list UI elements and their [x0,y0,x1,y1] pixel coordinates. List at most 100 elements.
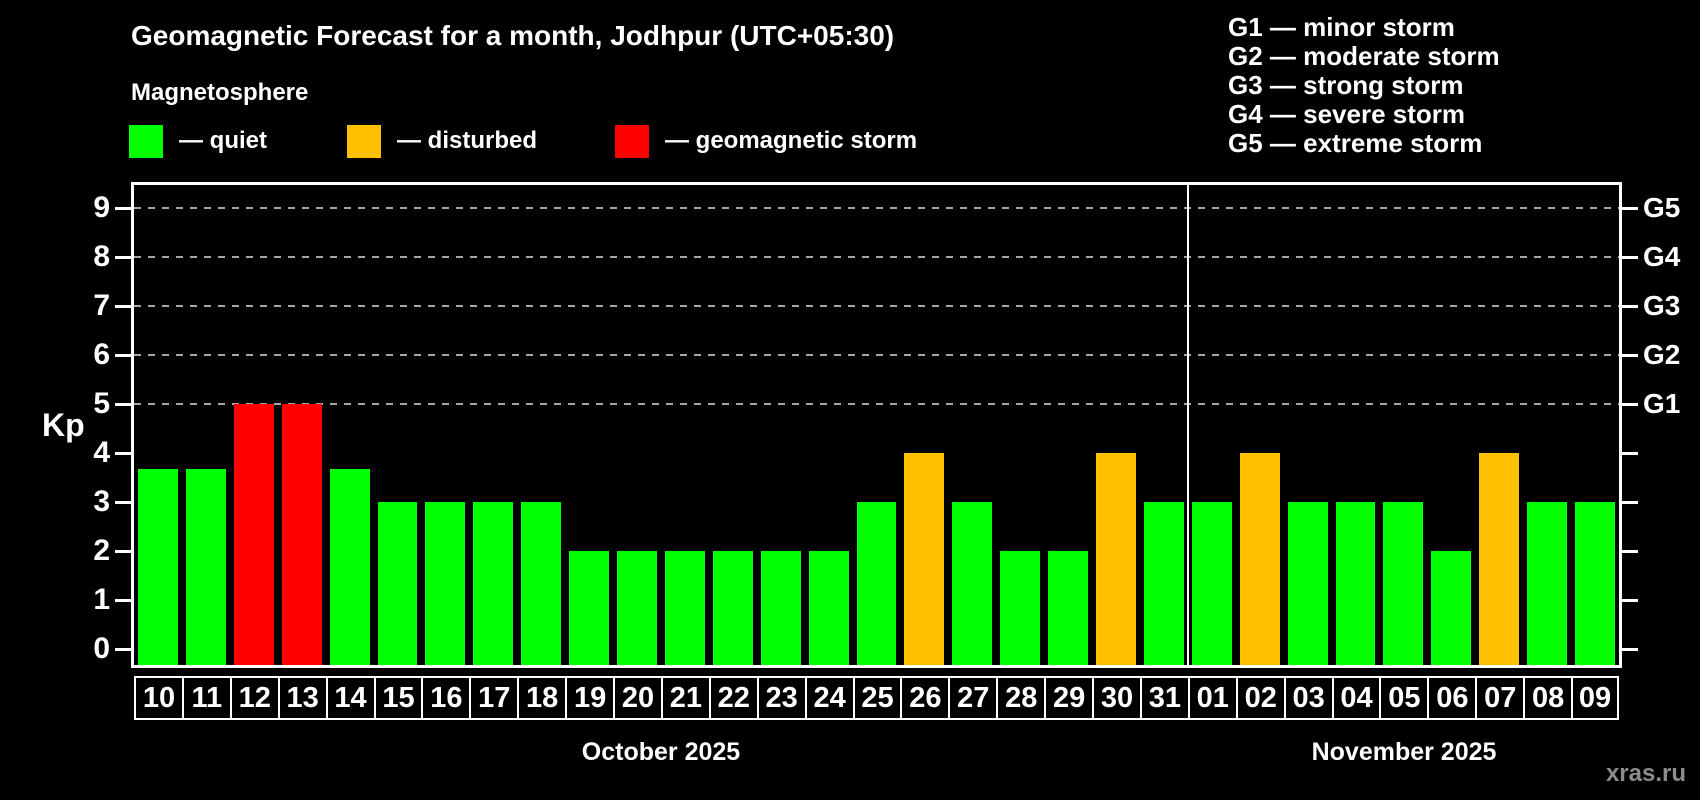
day-label-box: 06 [1427,676,1478,720]
y-tick-label: 9 [93,191,110,224]
day-label-box: 10 [134,676,184,720]
y-tick-right [1622,549,1638,553]
kp-bar-day-22 [712,551,753,665]
chart-subtitle: Magnetosphere [131,79,309,106]
day-label-box: 30 [1092,676,1142,720]
kp-bar-day-01 [1191,502,1232,665]
kp-bar-day-17 [473,502,514,665]
y-tick-left [115,549,131,553]
y-tick-left [115,353,131,357]
y-tick-label: 8 [93,240,110,273]
g-axis-label-g4: G4 [1643,241,1681,272]
y-tick-right [1622,451,1638,455]
day-label-box: 21 [660,676,711,720]
y-tick-left [115,304,131,308]
y-tick-left [115,402,131,406]
day-label-box: 15 [373,676,424,720]
kp-bar-day-03 [1287,502,1328,665]
kp-bar-day-05 [1383,502,1424,665]
day-label-box: 27 [948,676,999,720]
y-tick-label: 7 [93,289,110,322]
kp-bar-day-18 [521,502,562,665]
g-scale-legend: G1 — minor storm G2 — moderate storm G3 … [1228,13,1500,158]
g-scale-legend-item: G1 — minor storm [1228,12,1455,42]
kp-bar-day-26 [904,453,945,665]
gridline-kp7 [134,305,1619,307]
day-label-box: 01 [1187,676,1238,720]
kp-bar-day-14 [329,469,370,665]
y-tick-right [1622,500,1638,504]
day-label-box: 14 [325,676,376,720]
g-axis-label-g3: G3 [1643,290,1681,321]
month-divider-line [1186,185,1189,665]
kp-bar-day-30 [1096,453,1136,665]
y-tick-left [115,647,131,651]
disturbed-swatch-icon [347,124,381,158]
y-tick-label: 4 [93,436,110,469]
kp-bar-day-07 [1479,453,1520,665]
y-tick-left [115,206,131,210]
day-label-box: 20 [613,676,663,720]
kp-bar-day-06 [1431,551,1472,665]
kp-bar-day-28 [1000,551,1041,665]
kp-bar-day-20 [617,551,657,665]
legend-item-quiet: — quiet [129,124,267,158]
legend-item-label: — disturbed [397,127,538,154]
kp-bar-day-23 [760,551,801,665]
kp-bar-day-08 [1527,502,1568,665]
gridline-kp5 [134,403,1619,405]
day-label-box: 17 [469,676,520,720]
day-label-box: 07 [1475,676,1526,720]
g-scale-legend-item: G4 — severe storm [1228,99,1466,129]
y-tick-left [115,255,131,259]
kp-bar-day-02 [1239,453,1280,665]
kp-bar-day-04 [1335,502,1376,665]
g-scale-legend-item: G5 — extreme storm [1228,128,1483,158]
day-label-box: 13 [277,676,328,720]
kp-bar-day-13 [281,404,322,665]
kp-bar-day-10 [138,469,178,665]
g-axis-label-g1: G1 [1643,388,1681,419]
kp-bar-day-25 [856,502,897,665]
day-label-box: 09 [1571,676,1619,720]
x-axis-day-labels: 10 11 12 13 14 15 16 17 18 19 20 21 22 23 24 25 26 27 28 29… [134,676,1619,720]
g-axis-label-g5: G5 [1643,192,1681,223]
kp-bar-day-11 [185,469,226,665]
kp-bar-day-19 [569,551,610,665]
legend-item-storm: — geomagnetic storm [615,124,917,158]
day-label-box: 25 [852,676,903,720]
day-label-box: 18 [517,676,568,720]
day-label-box: 23 [756,676,807,720]
watermark: xras.ru [1605,760,1686,787]
day-label-box: 31 [1139,676,1190,720]
kp-bar-day-21 [664,551,705,665]
day-label-box: 24 [804,676,855,720]
day-label-box: 04 [1331,676,1382,720]
y-tick-right [1622,353,1638,357]
day-label-box: 26 [900,676,951,720]
legend-item-label: — geomagnetic storm [665,127,918,154]
day-label-box: 11 [181,676,232,720]
y-tick-right [1622,647,1638,651]
day-label-box: 28 [996,676,1047,720]
gridline-kp6 [134,354,1619,356]
y-axis-title: Kp [42,407,85,443]
y-tick-label: 6 [93,338,110,371]
day-label-box: 16 [421,676,472,720]
kp-bar-day-24 [808,551,849,665]
g-scale-legend-item: G3 — strong storm [1228,70,1464,100]
day-label-box: 12 [229,676,280,720]
chart-plot-area: 0 1 2 3 4 5 6 7 8 9 G1 G2 G3 G4 G5 [93,182,1680,668]
day-label-box: 03 [1283,676,1334,720]
day-label-box: 05 [1379,676,1430,720]
quiet-swatch-icon [129,124,163,158]
kp-bar-day-12 [233,404,274,665]
storm-swatch-icon [615,124,649,158]
day-label-box: 22 [708,676,759,720]
kp-bar-day-15 [377,502,418,665]
y-tick-label: 5 [93,387,110,420]
y-tick-left [115,451,131,455]
month-label-november: November 2025 [1311,738,1497,766]
kp-bar-day-29 [1048,551,1089,665]
